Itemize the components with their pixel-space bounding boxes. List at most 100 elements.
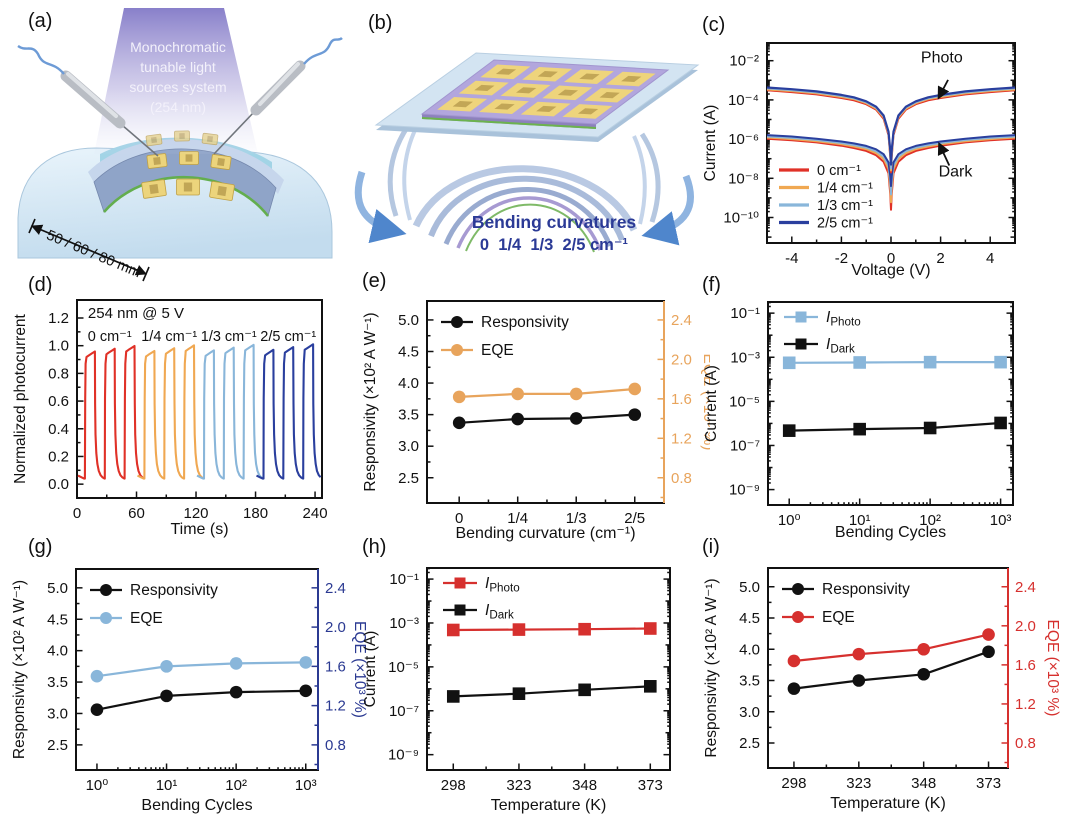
svg-text:0.6: 0.6	[48, 393, 69, 410]
svg-text:10⁻⁷: 10⁻⁷	[389, 703, 419, 720]
svg-text:2/5 cm⁻¹: 2/5 cm⁻¹	[260, 329, 316, 345]
chart-current-vs-temperature: 298 323 348 373 10⁻⁹ 10⁻⁷ 10⁻⁵ 10⁻³ 10⁻¹ IPhoto ID…	[358, 546, 710, 827]
chart-i-legend: Responsivity EQE	[782, 581, 910, 626]
series-I_Photo	[446, 622, 657, 637]
svg-text:Current (A): Current (A)	[702, 105, 719, 182]
svg-text:3.0: 3.0	[739, 704, 760, 721]
svg-text:10⁻⁷: 10⁻⁷	[730, 437, 760, 454]
chart-d-series	[77, 343, 322, 480]
svg-text:10⁻¹⁰: 10⁻¹⁰	[723, 209, 759, 226]
svg-text:0.8: 0.8	[671, 470, 692, 487]
pulse-group-0 cm⁻¹	[77, 344, 145, 480]
svg-text:10⁻¹: 10⁻¹	[389, 571, 419, 588]
svg-text:1/4: 1/4	[507, 510, 528, 527]
svg-text:-4: -4	[785, 250, 798, 267]
svg-text:373: 373	[976, 775, 1001, 792]
svg-text:2/5: 2/5	[624, 510, 645, 527]
svg-text:1/3 cm⁻¹: 1/3 cm⁻¹	[201, 329, 257, 345]
probe-left	[17, 44, 159, 157]
svg-text:4.5: 4.5	[47, 611, 68, 628]
svg-text:1.6: 1.6	[325, 658, 346, 675]
svg-text:Temperature (K): Temperature (K)	[830, 795, 946, 812]
svg-text:180: 180	[243, 505, 268, 522]
pulse-group-1/4 cm⁻¹	[137, 344, 204, 480]
series-2/5 cm⁻¹ photo	[766, 86, 1016, 166]
chart-g-series	[90, 656, 313, 716]
series-EQE	[90, 656, 313, 683]
svg-text:0.4: 0.4	[48, 421, 69, 438]
bending-caption: Bending curvatures 0 1/4 1/3 2/5 cm⁻¹	[472, 212, 637, 254]
svg-text:10¹: 10¹	[849, 512, 871, 529]
pulse-group-2/5 cm⁻¹	[256, 343, 322, 480]
panel-label-d: (d)	[28, 274, 53, 296]
svg-text:0.8: 0.8	[1015, 735, 1036, 752]
svg-text:Temperature (K): Temperature (K)	[491, 797, 607, 814]
series-I_Photo	[782, 355, 1007, 370]
chart-c-frame	[766, 42, 1016, 244]
svg-text:240: 240	[303, 505, 328, 522]
chart-d-axes	[76, 317, 316, 498]
chart-f-axes	[768, 301, 1013, 505]
chart-i-frame	[767, 567, 1009, 769]
svg-text:10⁻⁵: 10⁻⁵	[729, 393, 760, 410]
chart-d-plot: 0 60 120 180 240 0.0 0.2 0.4 0.6 0.8 1.0 1.2 0 cm⁻¹ 1…	[12, 299, 328, 538]
svg-text:2.5: 2.5	[398, 470, 419, 487]
svg-text:0: 0	[73, 505, 81, 522]
svg-text:4.0: 4.0	[398, 375, 419, 392]
svg-text:1.0: 1.0	[48, 338, 69, 355]
chart-i-series	[787, 628, 995, 695]
panel-label-i: (i)	[702, 536, 720, 558]
svg-text:373: 373	[638, 777, 663, 794]
chart-photocurrent-pulses: 0 60 120 180 240 0.0 0.2 0.4 0.6 0.8 1.0 1.2 0 cm⁻¹ 1…	[10, 288, 360, 545]
svg-text:2.5: 2.5	[47, 737, 68, 754]
series-Responsivity	[452, 408, 642, 430]
chart-i-right-axis	[1001, 586, 1008, 764]
svg-text:10⁻³: 10⁻³	[389, 615, 419, 632]
svg-text:5.0: 5.0	[47, 580, 68, 597]
svg-text:2/5 cm⁻¹: 2/5 cm⁻¹	[817, 216, 873, 232]
series-Responsivity	[787, 645, 995, 695]
svg-text:348: 348	[911, 775, 936, 792]
svg-text:5.0: 5.0	[398, 312, 419, 329]
svg-text:348: 348	[572, 777, 597, 794]
svg-text:4: 4	[986, 250, 994, 267]
svg-text:10⁻⁹: 10⁻⁹	[729, 482, 760, 499]
svg-text:1.2: 1.2	[671, 430, 692, 447]
svg-text:10⁻⁴: 10⁻⁴	[728, 92, 759, 109]
svg-text:10¹: 10¹	[156, 777, 178, 794]
svg-text:2.0: 2.0	[1015, 618, 1036, 635]
chart-e-legend: Responsivity EQE	[441, 314, 569, 359]
series-0 cm⁻¹ photo	[766, 89, 1016, 174]
svg-text:1/3: 1/3	[566, 510, 587, 527]
chart-g-legend: Responsivity EQE	[90, 582, 218, 627]
chart-h-plot: 298 323 348 373 10⁻⁹ 10⁻⁷ 10⁻⁵ 10⁻³ 10⁻¹ IPhoto ID…	[362, 567, 671, 814]
svg-text:1/4 cm⁻¹: 1/4 cm⁻¹	[817, 181, 873, 197]
svg-text:2.5: 2.5	[739, 735, 760, 752]
svg-text:1/4 cm⁻¹: 1/4 cm⁻¹	[141, 329, 197, 345]
panel-label-a: (a)	[28, 10, 53, 32]
chart-c-series	[766, 86, 1016, 211]
series-1/3 cm⁻¹ dark	[766, 135, 1016, 196]
svg-text:4.5: 4.5	[739, 610, 760, 627]
chart-responsivity-vs-bending-cycles: 10⁰ 10¹ 10² 10³ 2.5 3.0 3.5 4.0 4.5 5.0 0.8 1.2 1.6 2…	[8, 546, 370, 827]
svg-text:0: 0	[455, 510, 463, 527]
svg-text:2.0: 2.0	[671, 351, 692, 368]
svg-text:1/3 cm⁻¹: 1/3 cm⁻¹	[817, 198, 873, 214]
light-source-label-line3: sources system	[129, 79, 226, 95]
chart-current-vs-bending-cycles: 10⁰ 10¹ 10² 10³ 10⁻⁹ 10⁻⁷ 10⁻⁵ 10⁻³ 10⁻¹ IPhoto ID…	[698, 286, 1067, 547]
light-beam: Monochromatic tunable light sources syst…	[94, 8, 258, 154]
panel-label-g: (g)	[28, 536, 53, 558]
chart-e-axes	[427, 319, 636, 503]
svg-text:Normalized photocurrent: Normalized photocurrent	[12, 313, 29, 483]
svg-text:10⁻⁸: 10⁻⁸	[728, 170, 759, 187]
device-array-sheet	[374, 52, 700, 142]
series-I_Dark	[446, 680, 657, 703]
svg-text:3.0: 3.0	[47, 705, 68, 722]
chart-i-plot: 298 323 348 373 2.5 3.0 3.5 4.0 4.5 5.0 0.8 1.2 1.6 2…	[703, 567, 1061, 812]
series-Responsivity	[90, 684, 313, 716]
series-EQE	[452, 382, 642, 404]
chart-iv-curves: -4 -2 0 2 4 10⁻¹⁰ 10⁻⁸ 10⁻⁶ 10⁻⁴ 10⁻² 0 cm⁻¹ 1/4 cm…	[698, 28, 1067, 285]
series-1/4 cm⁻¹ dark	[766, 136, 1016, 204]
chart-d-frame	[76, 299, 323, 499]
svg-text:0 cm⁻¹: 0 cm⁻¹	[817, 163, 861, 179]
